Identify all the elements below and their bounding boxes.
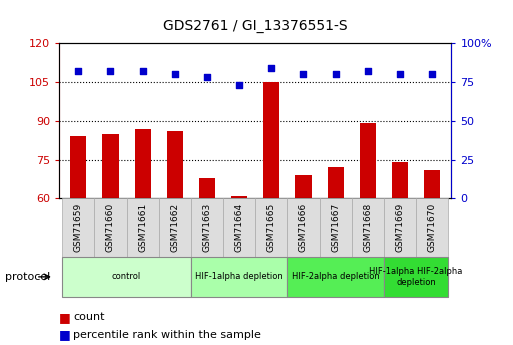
Text: HIF-1alpha depletion: HIF-1alpha depletion xyxy=(195,272,283,282)
Bar xyxy=(70,136,86,198)
Bar xyxy=(352,198,384,257)
Text: GSM71669: GSM71669 xyxy=(396,203,404,252)
Text: ■: ■ xyxy=(59,328,71,341)
Bar xyxy=(127,198,159,257)
Text: GSM71666: GSM71666 xyxy=(299,203,308,252)
Text: GSM71659: GSM71659 xyxy=(74,203,83,252)
Text: control: control xyxy=(112,272,141,282)
Bar xyxy=(287,257,384,297)
Bar xyxy=(94,198,127,257)
Text: GSM71663: GSM71663 xyxy=(203,203,211,252)
Bar xyxy=(191,198,223,257)
Text: HIF-1alpha HIF-2alpha
depletion: HIF-1alpha HIF-2alpha depletion xyxy=(369,267,463,287)
Bar xyxy=(223,198,255,257)
Text: GSM71661: GSM71661 xyxy=(138,203,147,252)
Bar xyxy=(360,124,376,198)
Text: ■: ■ xyxy=(59,311,71,324)
Bar xyxy=(295,175,311,198)
Bar xyxy=(392,162,408,198)
Bar xyxy=(384,257,448,297)
Bar xyxy=(231,196,247,198)
Point xyxy=(331,71,340,77)
Text: GSM71665: GSM71665 xyxy=(267,203,276,252)
Text: count: count xyxy=(73,313,105,322)
Bar xyxy=(191,257,287,297)
Point xyxy=(106,68,114,74)
Text: GSM71667: GSM71667 xyxy=(331,203,340,252)
Bar xyxy=(263,82,280,198)
Point xyxy=(396,71,404,77)
Bar xyxy=(287,198,320,257)
Bar xyxy=(255,198,287,257)
Text: GSM71668: GSM71668 xyxy=(363,203,372,252)
Text: GSM71662: GSM71662 xyxy=(170,203,180,252)
Bar xyxy=(328,167,344,198)
Bar xyxy=(134,128,151,198)
Bar xyxy=(424,170,440,198)
Point xyxy=(74,68,83,74)
Bar xyxy=(199,178,215,198)
Bar xyxy=(384,198,416,257)
Point xyxy=(300,71,308,77)
Text: GSM71660: GSM71660 xyxy=(106,203,115,252)
Text: GSM71670: GSM71670 xyxy=(428,203,437,252)
Text: GSM71664: GSM71664 xyxy=(234,203,244,252)
Point xyxy=(139,68,147,74)
Text: protocol: protocol xyxy=(5,272,50,282)
Bar xyxy=(320,198,352,257)
Text: GDS2761 / GI_13376551-S: GDS2761 / GI_13376551-S xyxy=(163,19,347,33)
Point xyxy=(267,65,275,71)
Point xyxy=(235,82,243,88)
Point xyxy=(364,68,372,74)
Point xyxy=(203,75,211,80)
Bar xyxy=(167,131,183,198)
Text: percentile rank within the sample: percentile rank within the sample xyxy=(73,330,261,339)
Point xyxy=(171,71,179,77)
Bar xyxy=(62,257,191,297)
Bar xyxy=(416,198,448,257)
Bar xyxy=(62,198,94,257)
Bar xyxy=(103,134,119,198)
Bar xyxy=(159,198,191,257)
Point xyxy=(428,71,436,77)
Text: HIF-2alpha depletion: HIF-2alpha depletion xyxy=(292,272,380,282)
